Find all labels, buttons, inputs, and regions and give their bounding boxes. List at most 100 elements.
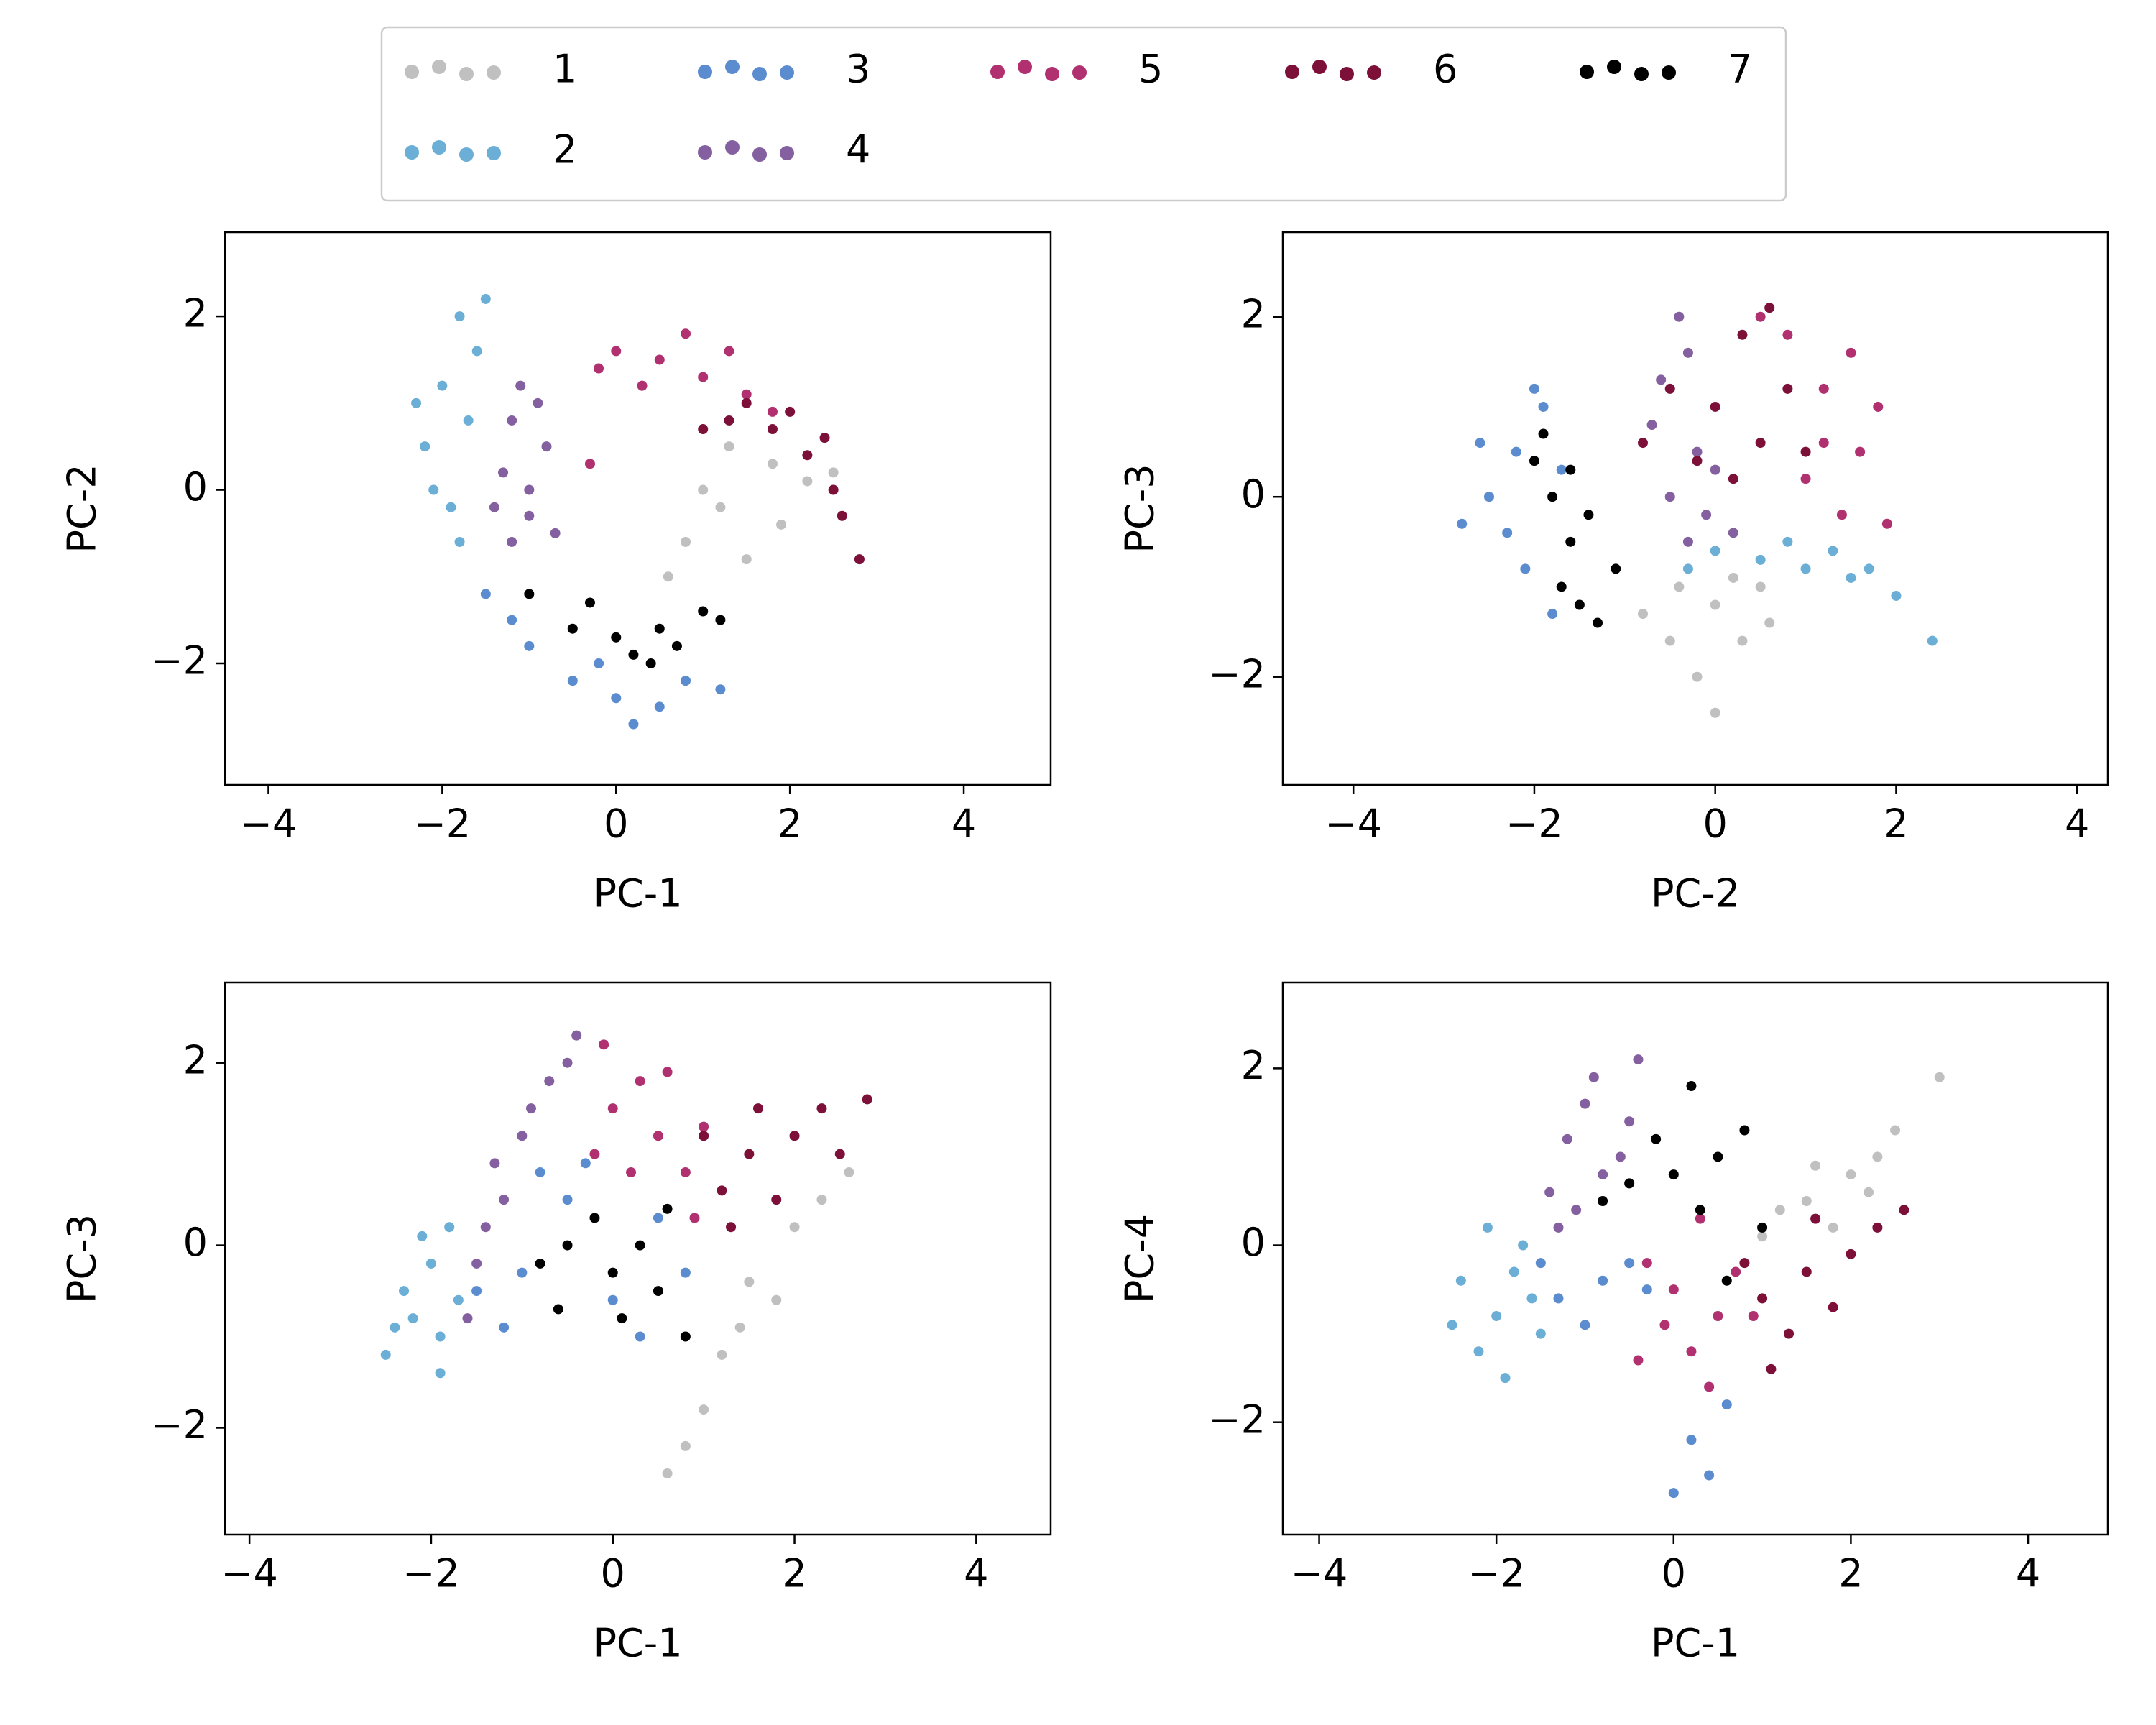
point [680,1331,691,1342]
point [1873,401,1884,412]
point [724,441,734,452]
x-axis-label: PC-2 [1651,871,1740,916]
point [1538,428,1549,439]
point [1818,438,1829,448]
point [1482,1222,1493,1233]
point [828,484,839,495]
point [834,1149,845,1159]
point [1755,581,1766,592]
y-tick-label: 2 [183,1037,208,1082]
point [767,424,778,435]
point [680,1167,691,1178]
point [517,1131,528,1141]
point [698,424,709,435]
point [653,1213,663,1223]
point [1518,1240,1529,1251]
point [471,1286,482,1297]
point [1624,1258,1635,1269]
point [1872,1151,1883,1162]
point [562,1195,573,1205]
point [1565,464,1576,475]
point [1764,617,1775,628]
y-tick-label: −2 [150,638,208,684]
point [507,615,517,625]
point [1728,572,1738,583]
point [515,380,526,391]
point [1553,1222,1564,1233]
point [654,623,665,634]
legend-box [380,26,1787,202]
point [1713,1311,1723,1321]
point [635,1240,645,1251]
point [698,484,709,495]
point [1731,1266,1741,1277]
point [1473,1346,1484,1357]
point [626,1167,637,1178]
legend-marker [752,147,767,162]
point [1728,474,1738,484]
legend-marker [405,65,419,79]
point [1782,329,1793,340]
point [584,459,595,469]
point [471,1258,482,1269]
point [1624,1116,1635,1127]
x-tick-label: −2 [1506,801,1563,847]
point [507,536,517,547]
x-tick-label: −4 [240,801,298,847]
axes-frame [1281,231,2109,786]
x-axis-label: PC-1 [593,871,682,916]
point [617,1313,627,1324]
point [699,1404,709,1415]
point [589,1213,600,1223]
legend-label: 7 [1728,47,1752,92]
point [562,1240,573,1251]
point [662,1067,673,1077]
point [1659,1320,1670,1330]
point [407,1313,418,1324]
point [680,1267,691,1278]
legend-marker [780,146,794,160]
point [1502,528,1513,538]
point [635,1331,645,1342]
point [1583,510,1594,520]
legend-marker [780,65,794,80]
point [1713,1151,1723,1162]
point [453,1294,464,1305]
point [480,293,491,304]
legend-marker [459,147,474,162]
point [1864,1187,1874,1197]
point [1633,1355,1644,1366]
point [607,1294,618,1305]
point [1695,1213,1705,1224]
point [1611,564,1621,574]
legend-marker [487,65,501,80]
point [1651,1133,1662,1144]
legend-marker [1285,65,1299,79]
point [1710,401,1720,412]
y-tick-label: 0 [1241,1220,1266,1265]
point [1553,1293,1564,1304]
point [628,649,639,660]
point [1646,420,1657,431]
point [776,519,787,530]
legend-label: 1 [553,47,577,92]
point [524,510,535,521]
x-axis-label: PC-1 [593,1621,682,1666]
legend-marker [432,140,446,155]
legend-marker [1340,67,1354,81]
point [1615,1151,1626,1162]
legend-marker [1312,60,1327,74]
point [1491,1311,1502,1321]
point [1934,1072,1945,1082]
x-tick-label: −2 [402,1551,460,1596]
legend-label: 6 [1433,47,1457,92]
point [1927,635,1938,646]
axes-frame [224,231,1052,786]
x-tick-label: 2 [778,801,802,847]
point [462,1313,473,1324]
point [1656,374,1667,385]
y-tick-label: −2 [1208,651,1266,696]
point [562,1057,573,1068]
point [425,1258,436,1269]
point [1547,609,1558,620]
